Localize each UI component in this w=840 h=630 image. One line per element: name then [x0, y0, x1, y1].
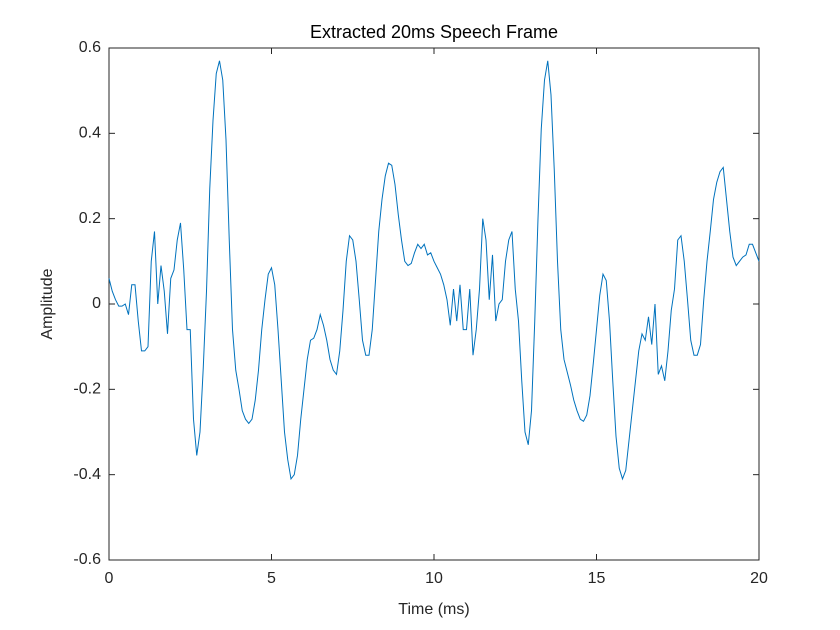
x-tick-label: 0 [105, 570, 114, 587]
chart-title: Extracted 20ms Speech Frame [310, 22, 558, 42]
y-tick-label: 0 [92, 295, 101, 312]
y-tick-label: 0.2 [79, 210, 101, 227]
x-tick-label: 5 [267, 570, 276, 587]
axes-box [108, 47, 760, 561]
y-axis-label: Amplitude [39, 268, 56, 339]
x-tick-label: 20 [750, 570, 768, 587]
data-line [108, 60, 760, 481]
y-tick-label: -0.4 [73, 466, 101, 483]
x-tick-label: 15 [588, 570, 606, 587]
y-tick-label: 0.4 [79, 125, 101, 142]
x-tick-label: 10 [425, 570, 443, 587]
y-tick-label: -0.2 [73, 381, 101, 398]
y-tick-label: -0.6 [73, 551, 101, 568]
y-tick-label: 0.6 [79, 39, 101, 56]
x-axis-label: Time (ms) [398, 601, 469, 618]
